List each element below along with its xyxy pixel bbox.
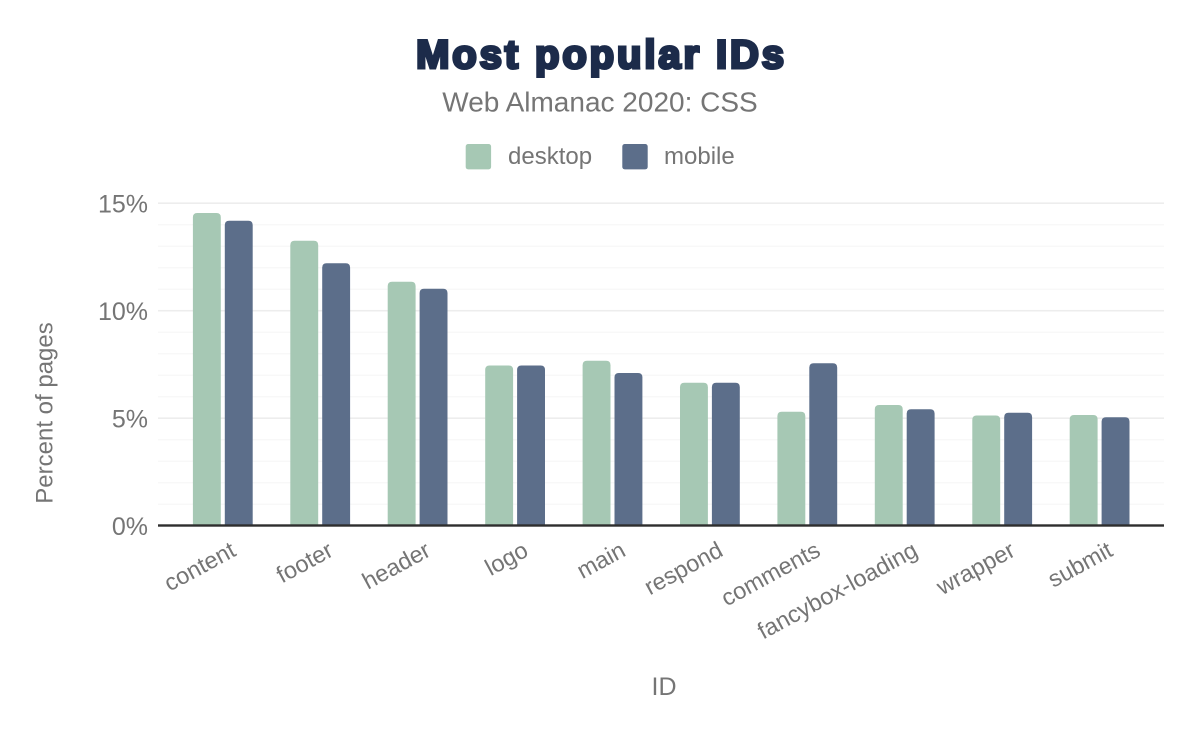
svg-text:Most popular IDs: Most popular IDs	[416, 33, 787, 77]
svg-text:Percent of pages: Percent of pages	[32, 322, 59, 503]
svg-text:15%: 15%	[98, 191, 148, 219]
svg-text:desktop: desktop	[508, 143, 592, 170]
svg-text:mobile: mobile	[664, 143, 735, 170]
svg-text:ID: ID	[652, 673, 677, 701]
svg-text:10%: 10%	[98, 298, 148, 326]
svg-text:5%: 5%	[112, 406, 148, 434]
svg-text:Web Almanac 2020: CSS: Web Almanac 2020: CSS	[442, 87, 757, 118]
svg-text:0%: 0%	[112, 513, 148, 541]
